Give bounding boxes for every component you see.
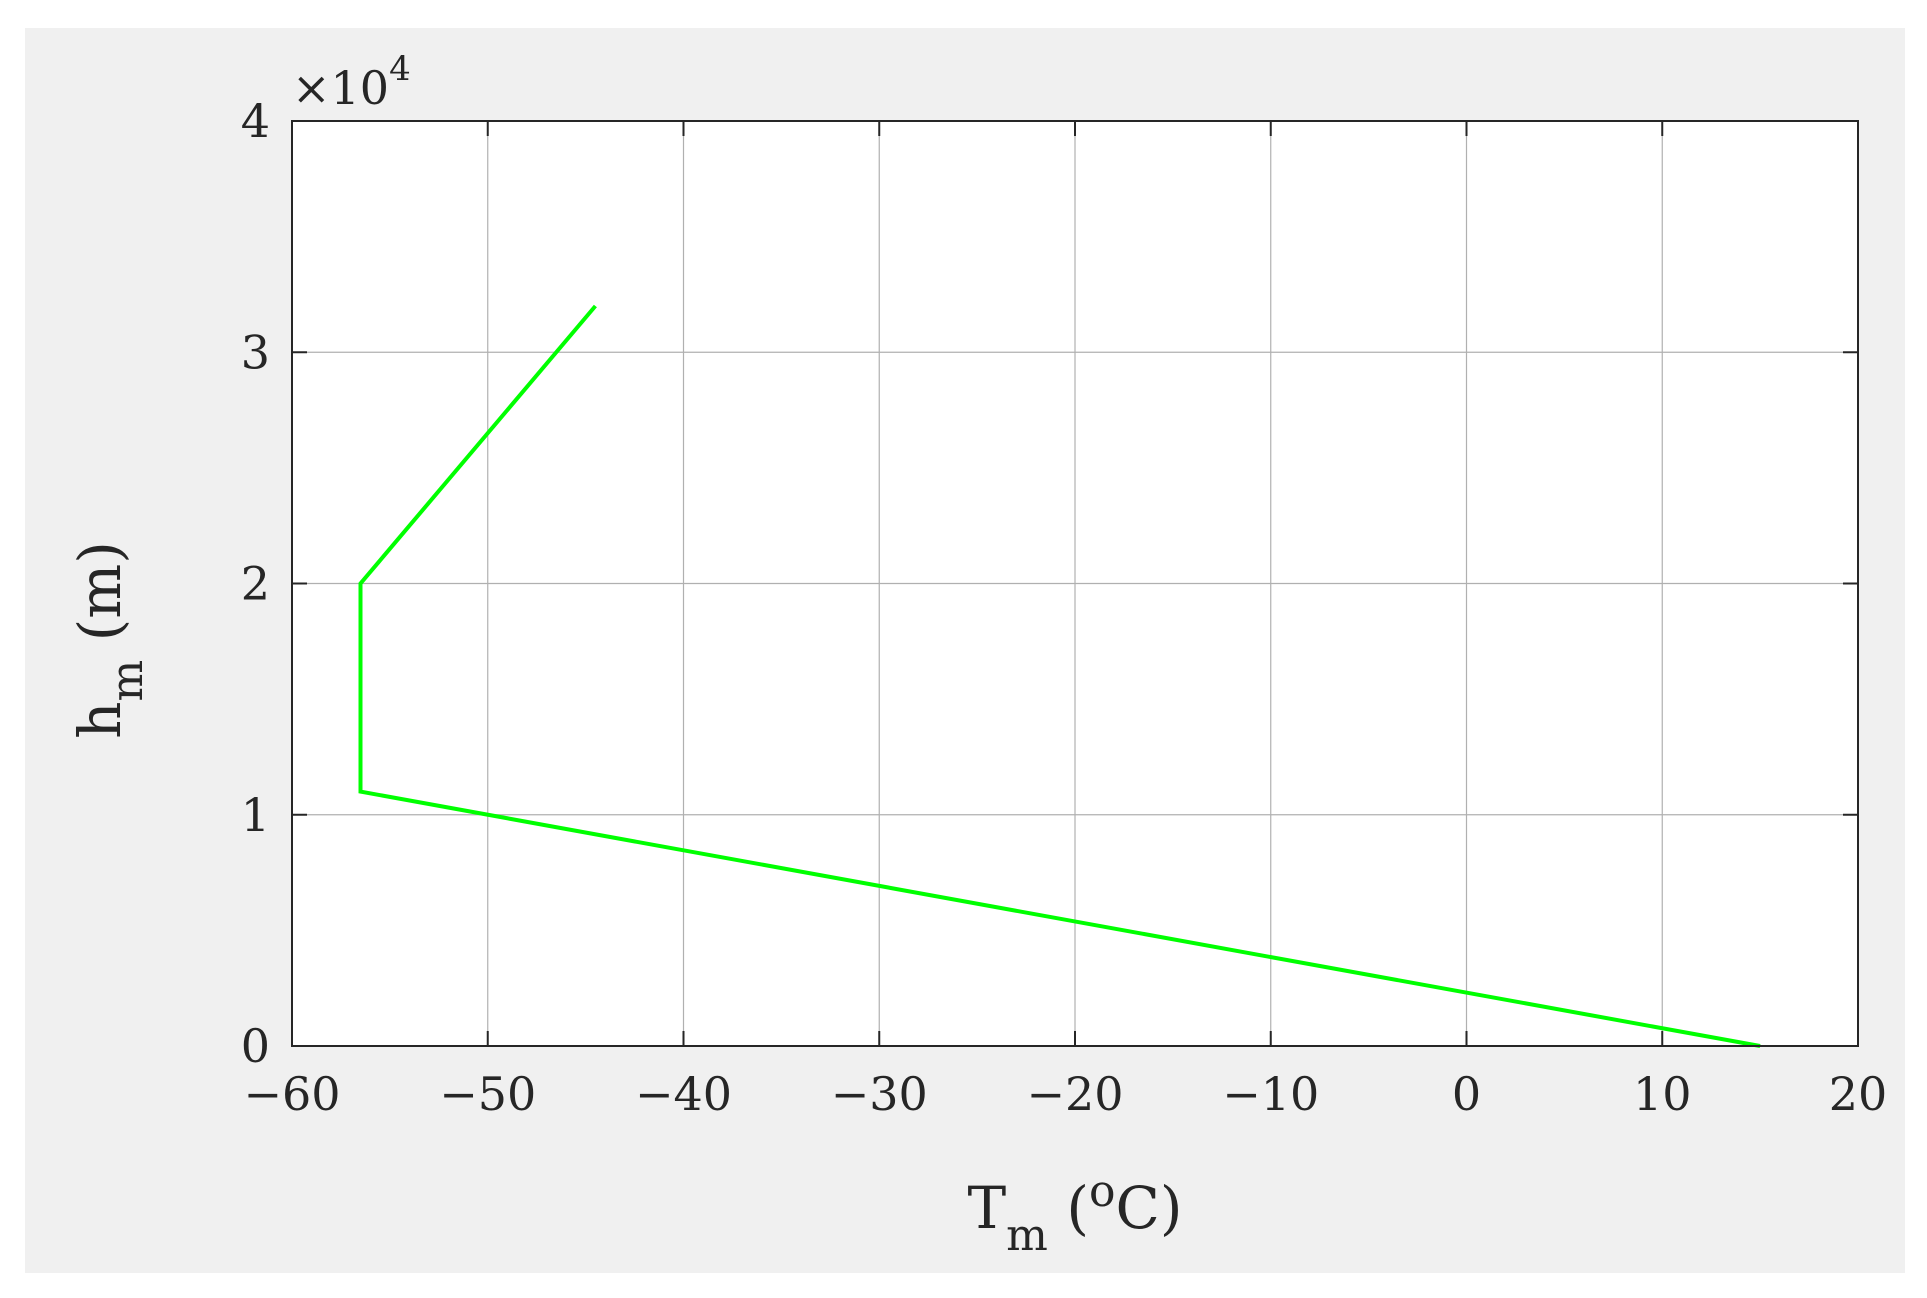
x-axis-title-rest: ( <box>1048 1174 1089 1242</box>
grid-lines <box>291 120 1859 1047</box>
x-tick-label: −30 <box>831 1067 928 1121</box>
x-tick-label: −60 <box>243 1067 340 1121</box>
plot-area <box>358 304 1761 1048</box>
y-tick-label: 0 <box>241 1019 270 1073</box>
y-axis-title-rest: (m) <box>66 541 134 660</box>
x-tick-label: 20 <box>1829 1067 1888 1121</box>
y-exponent-base: ×10 <box>292 61 389 115</box>
x-axis-title-sup: o <box>1089 1166 1116 1217</box>
y-tick-label: 1 <box>241 788 270 842</box>
x-tick-label: −10 <box>1222 1067 1319 1121</box>
y-tick-labels: 0 1 2 3 4 <box>241 94 270 1073</box>
x-tick-label: 10 <box>1633 1067 1692 1121</box>
y-exponent-power: 4 <box>389 49 411 89</box>
x-axis-title-main: T <box>967 1174 1006 1242</box>
x-axis-title-tail: C) <box>1115 1174 1182 1242</box>
x-tick-labels: −60 −50 −40 −30 −20 −10 0 10 20 <box>243 1067 1887 1121</box>
y-axis-title-sub: m <box>102 660 153 702</box>
y-tick-label: 3 <box>241 325 270 379</box>
y-exponent-label: ×104 <box>292 49 411 115</box>
x-tick-label: 0 <box>1452 1067 1481 1121</box>
x-axis-title: Tm (oC) <box>967 1166 1182 1261</box>
x-axis-title-sub: m <box>1006 1210 1048 1261</box>
series-line <box>358 304 1761 1048</box>
tick-marks <box>291 120 1859 1047</box>
x-tick-label: −20 <box>1026 1067 1123 1121</box>
x-tick-label: −50 <box>439 1067 536 1121</box>
y-axis-title: hm (m) <box>66 541 153 739</box>
x-tick-label: −40 <box>635 1067 732 1121</box>
y-tick-label: 4 <box>241 94 270 148</box>
y-axis-title-main: h <box>66 702 134 739</box>
y-tick-label: 2 <box>241 557 270 611</box>
